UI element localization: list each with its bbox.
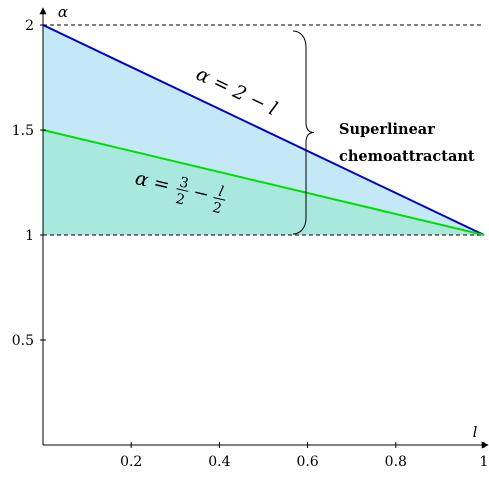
y-tick-label: 2 [25, 18, 34, 34]
y-ticks: 0.5 1 1.5 2 [12, 18, 46, 349]
x-tick-label: 1 [480, 454, 489, 470]
brace-text-line2: chemoattractant [339, 148, 475, 165]
x-axis-label: l [473, 423, 478, 441]
green-label-frac1-num: 3 [178, 174, 190, 192]
y-tick-label: 1.5 [12, 123, 34, 139]
series-line-green [42, 129, 485, 236]
x-tick-label: 0.6 [296, 454, 318, 470]
green-label-frac2-den: 2 [211, 200, 223, 218]
green-label-frac2-bar [213, 196, 226, 201]
y-tick-label: 1 [25, 228, 34, 244]
y-axis-label: α [58, 3, 68, 21]
y-tick-label: 0.5 [12, 333, 34, 349]
green-label-frac1-bar [176, 188, 189, 192]
green-label-minus: − [191, 181, 212, 206]
green-label-frac2-num: l [217, 184, 225, 201]
x-tick-label: 0.2 [120, 454, 142, 470]
x-ticks: 0.2 0.4 0.6 0.8 1 [120, 442, 488, 470]
x-tick-label: 0.8 [385, 454, 407, 470]
series-line-blue [42, 24, 485, 236]
brace [292, 30, 315, 235]
x-tick-label: 0.4 [208, 454, 230, 470]
brace-text-line1: Superlinear [339, 121, 435, 138]
green-label-frac1-den: 2 [174, 191, 186, 209]
